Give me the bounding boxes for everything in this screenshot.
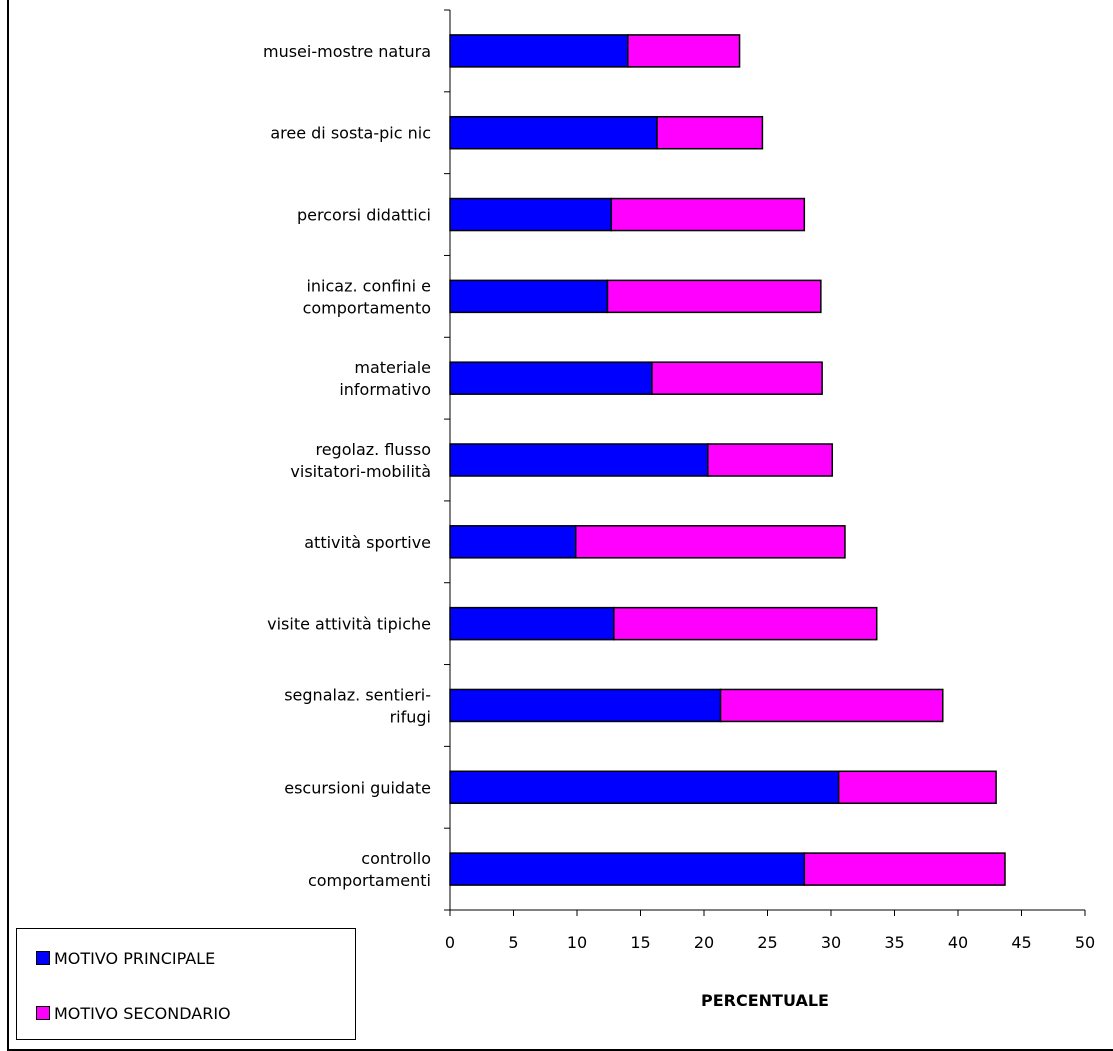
bar-principale-3 bbox=[449, 279, 609, 314]
legend-swatch-secondario bbox=[36, 1006, 50, 1020]
bar-principale-4 bbox=[449, 361, 653, 395]
category-label: musei-mostre natura bbox=[263, 42, 431, 61]
x-tick-label: 25 bbox=[757, 933, 777, 952]
x-tick-label: 45 bbox=[1011, 933, 1031, 952]
category-label: regolaz. flusso visitatori-mobilità bbox=[290, 440, 431, 481]
bar-secondario-5 bbox=[707, 443, 834, 477]
category-label: attività sportive bbox=[304, 533, 431, 552]
x-tick-label: 35 bbox=[884, 933, 904, 952]
category-label: percorsi didattici bbox=[297, 206, 431, 225]
category-label: controllo comportamenti bbox=[308, 849, 431, 890]
legend-label-secondario: MOTIVO SECONDARIO bbox=[54, 1003, 231, 1023]
bar-secondario-7 bbox=[613, 606, 878, 641]
category-label: escursioni guidate bbox=[284, 778, 431, 797]
x-tick-label: 30 bbox=[821, 933, 841, 952]
bar-secondario-9 bbox=[837, 770, 997, 805]
bar-secondario-1 bbox=[656, 115, 764, 150]
legend-item-principale: MOTIVO PRINCIPALE bbox=[36, 948, 215, 968]
bar-secondario-6 bbox=[574, 525, 846, 559]
bar-principale-9 bbox=[449, 770, 840, 805]
category-label: inicaz. confini e comportamento bbox=[303, 276, 431, 317]
x-tick-label: 40 bbox=[948, 933, 968, 952]
legend-label-principale: MOTIVO PRINCIPALE bbox=[54, 948, 216, 968]
x-tick-label: 5 bbox=[508, 933, 518, 952]
category-label: visite attività tipiche bbox=[267, 615, 431, 634]
category-label: aree di sosta-pic nic bbox=[270, 124, 431, 143]
tick-labels-group: 0 5 10 15 20 25 30 35 40 45 50 bbox=[445, 933, 1095, 952]
bar-principale-10 bbox=[449, 852, 806, 886]
legend: MOTIVO PRINCIPALE MOTIVO SECONDARIO bbox=[16, 928, 356, 1040]
bar-principale-6 bbox=[449, 525, 577, 559]
bar-secondario-2 bbox=[610, 197, 806, 232]
category-label: materiale informativo bbox=[339, 358, 431, 399]
x-tick-label: 15 bbox=[630, 933, 650, 952]
bar-secondario-0 bbox=[627, 34, 741, 68]
x-tick-label: 10 bbox=[567, 933, 587, 952]
category-labels-group: musei-mostre natura aree di sosta-pic nic… bbox=[263, 42, 431, 890]
bar-principale-1 bbox=[449, 115, 658, 150]
bar-secondario-4 bbox=[651, 361, 823, 395]
x-tick-label: 50 bbox=[1075, 933, 1095, 952]
chart-frame bbox=[7, 0, 1113, 1051]
bars-group bbox=[449, 34, 1006, 886]
bar-principale-5 bbox=[449, 443, 709, 477]
legend-swatch-principale bbox=[36, 951, 50, 965]
category-label: segnalaz. sentieri-rifugi bbox=[284, 685, 431, 726]
legend-item-secondario: MOTIVO SECONDARIO bbox=[36, 1003, 231, 1023]
bar-secondario-10 bbox=[803, 852, 1006, 886]
x-tick-label: 0 bbox=[445, 933, 455, 952]
bar-principale-7 bbox=[449, 606, 615, 641]
x-tick-label: 20 bbox=[694, 933, 714, 952]
bar-principale-8 bbox=[449, 688, 722, 723]
bar-principale-0 bbox=[449, 34, 629, 68]
bar-principale-2 bbox=[449, 197, 613, 232]
axes-group bbox=[444, 9, 1086, 916]
bar-secondario-3 bbox=[606, 279, 822, 314]
x-axis-title: PERCENTUALE bbox=[701, 991, 829, 1010]
bar-secondario-8 bbox=[719, 688, 944, 723]
